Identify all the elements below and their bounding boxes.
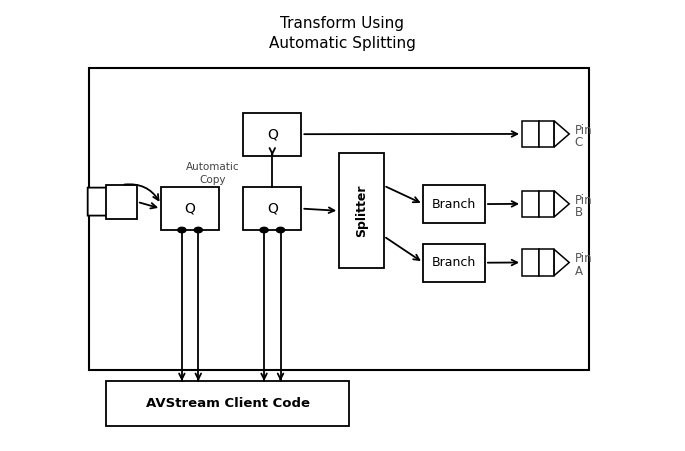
Text: Q: Q bbox=[185, 202, 195, 216]
Bar bbox=[423, 244, 485, 282]
Text: B: B bbox=[575, 207, 583, 219]
Bar bbox=[539, 121, 554, 147]
Text: Q: Q bbox=[267, 202, 277, 216]
Text: Branch: Branch bbox=[432, 256, 476, 269]
Circle shape bbox=[177, 227, 186, 233]
Bar bbox=[522, 191, 539, 217]
Text: A: A bbox=[575, 265, 583, 278]
Bar bbox=[522, 121, 539, 147]
Text: C: C bbox=[575, 137, 583, 149]
Polygon shape bbox=[88, 188, 129, 216]
Circle shape bbox=[194, 227, 203, 233]
Bar bbox=[106, 185, 137, 219]
Text: Pin: Pin bbox=[575, 124, 593, 137]
FancyArrowPatch shape bbox=[125, 184, 158, 200]
Text: Pin: Pin bbox=[575, 253, 593, 265]
Polygon shape bbox=[554, 121, 569, 147]
Bar bbox=[89, 68, 589, 370]
Bar bbox=[539, 249, 554, 276]
Text: Pin: Pin bbox=[575, 194, 593, 207]
Circle shape bbox=[260, 227, 269, 233]
Bar bbox=[106, 381, 349, 426]
Text: Splitter: Splitter bbox=[355, 184, 368, 237]
Polygon shape bbox=[554, 191, 569, 217]
Bar bbox=[243, 187, 301, 230]
Bar bbox=[161, 187, 219, 230]
Text: AVStream Client Code: AVStream Client Code bbox=[146, 397, 310, 410]
Circle shape bbox=[276, 227, 285, 233]
Bar bbox=[423, 185, 485, 223]
Bar bbox=[339, 153, 384, 268]
Text: Transform Using
Automatic Splitting: Transform Using Automatic Splitting bbox=[269, 16, 416, 51]
Bar bbox=[243, 113, 301, 156]
Text: Q: Q bbox=[267, 127, 277, 141]
Text: Branch: Branch bbox=[432, 198, 476, 211]
Polygon shape bbox=[554, 249, 569, 276]
Bar bbox=[522, 249, 539, 276]
Text: Automatic
Copy: Automatic Copy bbox=[186, 162, 239, 185]
Bar bbox=[539, 191, 554, 217]
